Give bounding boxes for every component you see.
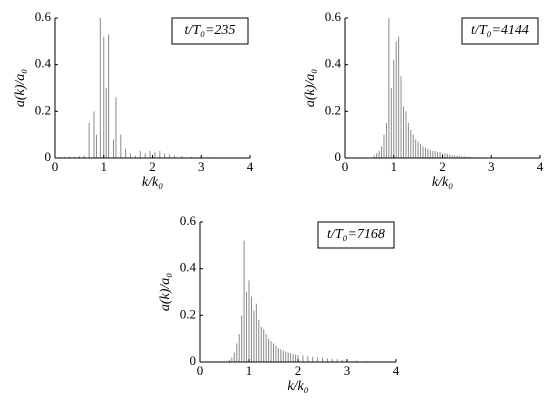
x-tick-label: 0	[197, 363, 204, 378]
x-tick-label: 2	[295, 363, 302, 378]
x-axis-label: k/k₀	[432, 175, 453, 190]
y-axis-label: a(k)/a₀	[303, 69, 318, 107]
annotation-box	[461, 17, 539, 45]
annotation-box	[317, 221, 395, 249]
y-tick-label: 0.2	[325, 102, 341, 117]
x-tick-label: 3	[344, 363, 351, 378]
y-tick-label: 0.2	[180, 306, 196, 321]
x-tick-label: 4	[247, 159, 254, 174]
x-tick-label: 2	[439, 159, 446, 174]
y-tick-label: 0.4	[325, 56, 342, 71]
y-tick-label: 0.2	[35, 102, 51, 117]
y-tick-label: 0	[190, 353, 197, 368]
x-tick-label: 1	[246, 363, 253, 378]
y-axis-label: a(k)/a₀	[158, 273, 173, 311]
y-tick-label: 0.6	[180, 213, 197, 228]
x-tick-label: 3	[488, 159, 495, 174]
y-tick-label: 0.4	[180, 260, 197, 275]
x-tick-label: 0	[52, 159, 59, 174]
annotation: t/T₀=7168	[327, 227, 385, 242]
x-tick-label: 4	[537, 159, 544, 174]
x-axis-label: k/k₀	[142, 175, 163, 190]
x-tick-label: 1	[391, 159, 398, 174]
annotation: t/T₀=235	[185, 23, 236, 38]
y-tick-label: 0.4	[35, 56, 52, 71]
annotation-box	[171, 17, 249, 45]
x-tick-label: 3	[198, 159, 205, 174]
x-tick-label: 4	[393, 363, 400, 378]
x-axis-label: k/k₀	[287, 379, 308, 394]
y-tick-label: 0	[335, 149, 342, 164]
y-tick-label: 0.6	[325, 9, 342, 24]
x-tick-label: 1	[101, 159, 108, 174]
y-tick-label: 0.6	[35, 9, 52, 24]
x-tick-label: 2	[149, 159, 156, 174]
y-axis-label: a(k)/a₀	[13, 69, 28, 107]
x-tick-label: 0	[342, 159, 349, 174]
y-tick-label: 0	[45, 149, 52, 164]
annotation: t/T₀=4144	[471, 23, 529, 38]
